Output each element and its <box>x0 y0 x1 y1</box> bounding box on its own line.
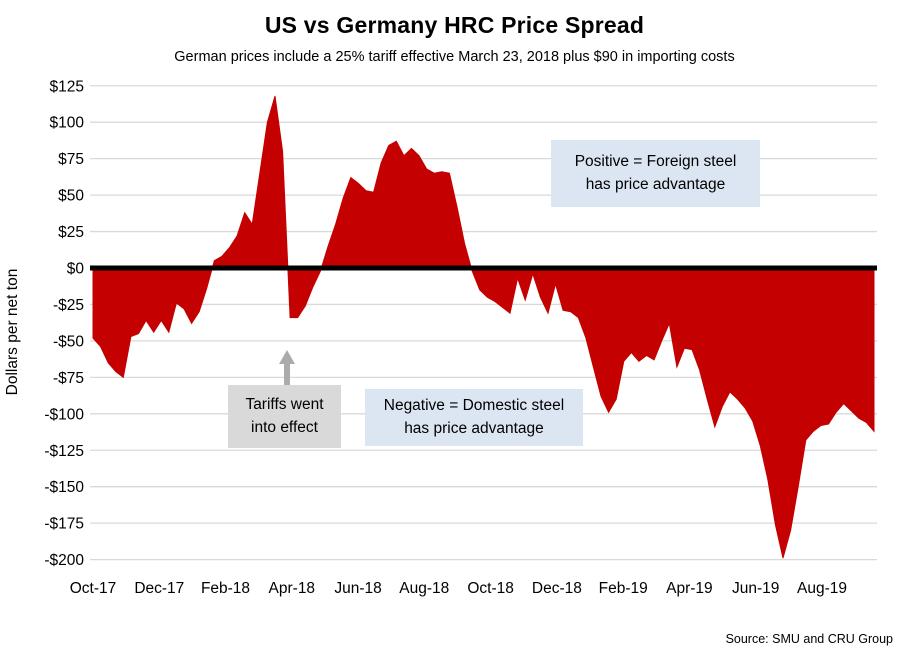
y-tick-label: $125 <box>50 78 84 95</box>
y-tick-label: $25 <box>58 224 84 241</box>
x-tick-label: Dec-17 <box>134 580 184 597</box>
annotation-tariff-note: Tariffs went into effect <box>228 385 341 448</box>
y-tick-label: $75 <box>58 151 84 168</box>
y-tick-label: $0 <box>67 261 85 278</box>
x-tick-label: Aug-19 <box>797 580 847 597</box>
x-tick-label: Aug-18 <box>399 580 449 597</box>
x-tick-label: Apr-19 <box>666 580 713 597</box>
y-tick-label: -$100 <box>44 406 84 423</box>
annotation-negative-note: Negative = Domestic steel has price adva… <box>365 389 583 446</box>
area-series <box>92 95 875 559</box>
y-tick-label: $50 <box>58 188 84 205</box>
x-tick-label: Apr-18 <box>269 580 316 597</box>
x-tick-label: Dec-18 <box>532 580 582 597</box>
annotation-positive-note: Positive = Foreign steel has price advan… <box>551 140 760 207</box>
y-tick-label: -$150 <box>44 479 84 496</box>
x-tick-label: Feb-19 <box>599 580 648 597</box>
y-tick-label: -$50 <box>53 333 84 350</box>
tariff-arrow-stem <box>284 363 290 385</box>
x-tick-label: Oct-18 <box>467 580 514 597</box>
x-tick-label: Jun-19 <box>732 580 779 597</box>
y-tick-label: $100 <box>50 115 85 132</box>
chart-subtitle: German prices include a 25% tariff effec… <box>174 49 735 65</box>
y-tick-label: -$175 <box>44 516 84 533</box>
y-tick-label: -$25 <box>53 297 84 314</box>
chart-title: US vs Germany HRC Price Spread <box>264 12 645 38</box>
source-credit: Source: SMU and CRU Group <box>725 632 893 646</box>
y-tick-label: -$200 <box>44 552 84 569</box>
y-tick-label: -$75 <box>53 370 84 387</box>
y-tick-label: -$125 <box>44 443 84 460</box>
x-tick-label: Oct-17 <box>70 580 117 597</box>
tariff-arrow-head <box>279 350 295 364</box>
x-tick-label: Feb-18 <box>201 580 250 597</box>
x-tick-label: Jun-18 <box>334 580 381 597</box>
